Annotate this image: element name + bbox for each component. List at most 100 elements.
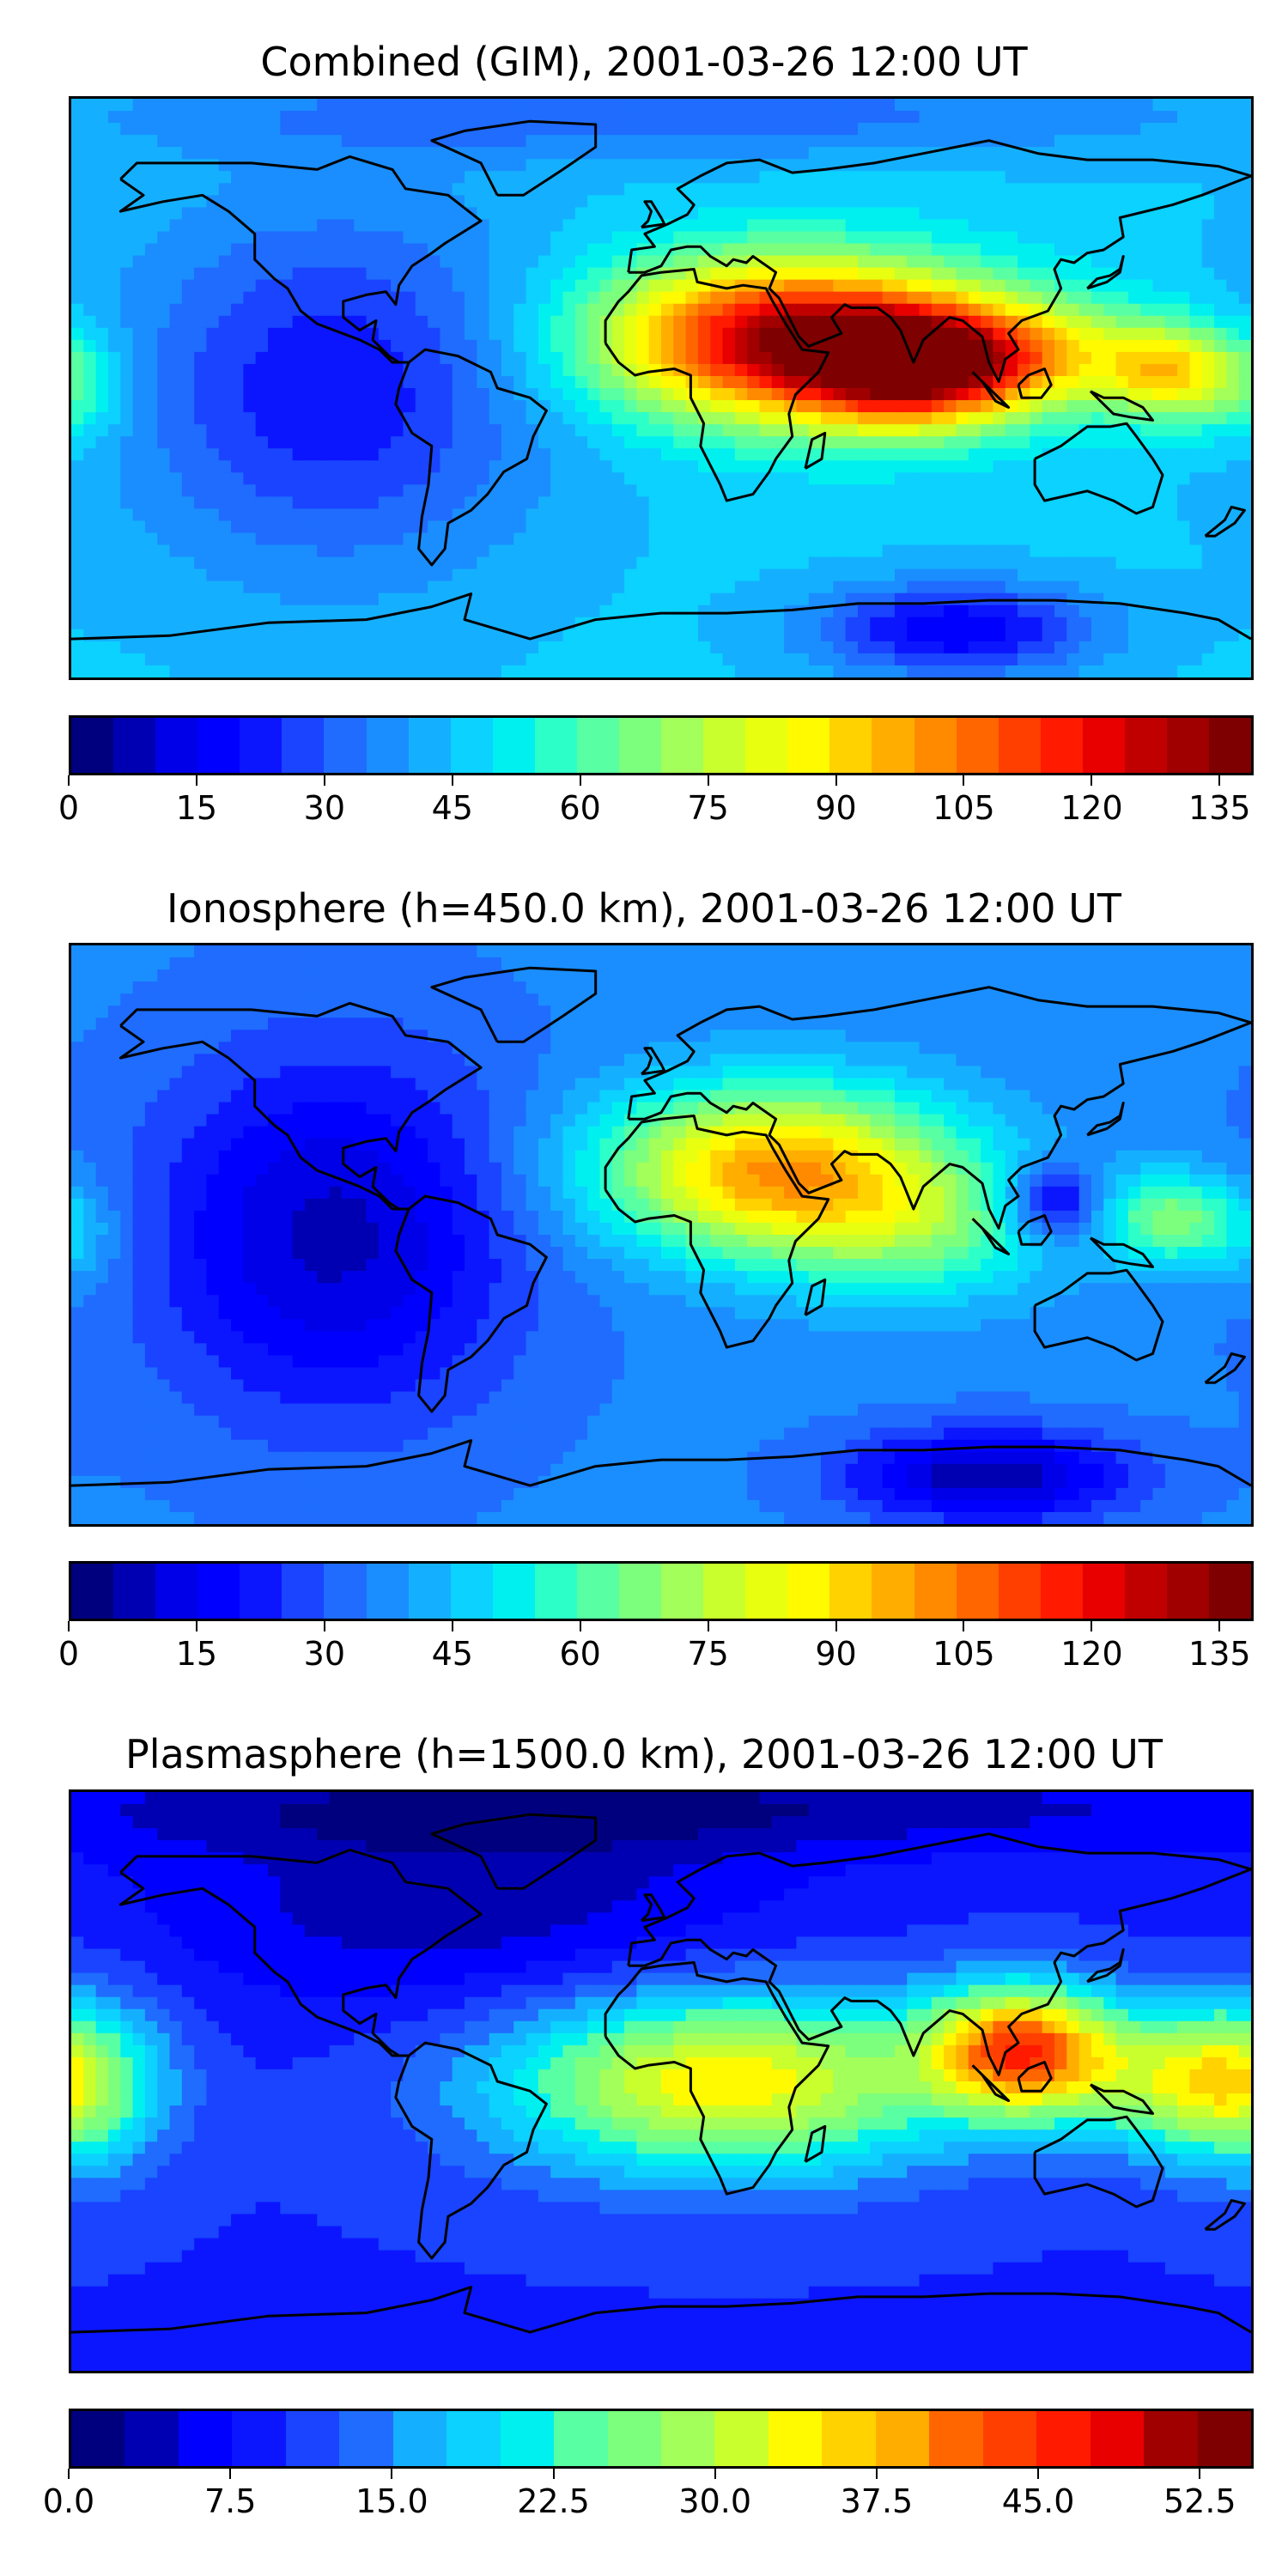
map-cell: [993, 111, 1006, 124]
map-cell: [1189, 135, 1203, 148]
map-cell: [341, 400, 355, 413]
map-cell: [574, 945, 588, 958]
map-cell: [944, 629, 957, 642]
map-cell: [1189, 351, 1203, 365]
map-cell: [206, 520, 220, 534]
map-cell: [931, 605, 945, 618]
map-cell: [931, 957, 945, 970]
map-cell: [1238, 327, 1251, 341]
map-cell: [919, 195, 933, 209]
map-cell: [747, 617, 761, 630]
map-cell: [304, 629, 319, 642]
map-cell: [1042, 400, 1055, 413]
map-cell: [648, 183, 662, 197]
map-cell: [1018, 400, 1031, 413]
map-cell: [366, 568, 380, 582]
map-cell: [944, 496, 957, 510]
map-cell: [1066, 617, 1080, 630]
map-cell: [452, 532, 465, 546]
map-cell: [710, 629, 724, 642]
map-cell: [181, 327, 195, 341]
map-cell: [1140, 159, 1154, 173]
map-cell: [574, 159, 588, 173]
map-cell: [317, 629, 331, 642]
map-cell: [317, 171, 331, 185]
map-cell: [1152, 617, 1166, 630]
map-cell: [931, 135, 945, 148]
map-cell: [366, 351, 380, 365]
map-cell: [661, 291, 675, 305]
map-cell: [562, 556, 576, 570]
map-cell: [796, 207, 810, 221]
map-cell: [71, 520, 85, 534]
map-cell: [636, 957, 650, 970]
map-cell: [858, 436, 872, 450]
map-cell: [354, 568, 368, 582]
map-cell: [734, 303, 748, 317]
map-cell: [378, 592, 392, 606]
map-cell: [354, 207, 368, 221]
map-cell: [1189, 255, 1203, 269]
map-cell: [648, 123, 662, 136]
map-cell: [611, 605, 625, 618]
map-cell: [673, 327, 687, 341]
map-cell: [1042, 605, 1055, 618]
map-cell: [1030, 653, 1043, 666]
map-cell: [845, 957, 859, 970]
map-cell: [1042, 291, 1055, 305]
map-cell: [562, 641, 576, 654]
map-cell: [833, 412, 847, 425]
map-cell: [747, 592, 761, 606]
map-cell: [513, 147, 527, 161]
map-cell: [144, 243, 158, 257]
map-cell: [1140, 665, 1154, 677]
map-cell: [83, 327, 97, 341]
map-cell: [218, 568, 232, 582]
map-cell: [317, 219, 331, 233]
map-cell: [562, 219, 576, 233]
map-cell: [1214, 472, 1228, 486]
map-cell: [1091, 412, 1105, 425]
map-cell: [821, 183, 835, 197]
map-cell: [747, 291, 761, 305]
map-cell: [280, 327, 294, 341]
map-cell: [734, 327, 748, 341]
map-cell: [341, 195, 355, 209]
map-cell: [255, 183, 269, 197]
map-cell: [1226, 665, 1240, 677]
map-cell: [734, 436, 748, 450]
map-cell: [1140, 123, 1154, 136]
map-cell: [784, 375, 798, 389]
map-cell: [107, 496, 122, 510]
map-cell: [1214, 243, 1228, 257]
map-cell: [624, 520, 638, 534]
map-cell: [317, 592, 331, 606]
map-cell: [452, 183, 465, 197]
map-cell: [341, 267, 355, 281]
map-cell: [1005, 969, 1018, 982]
map-cell: [870, 653, 884, 666]
map-cell: [648, 641, 662, 654]
map-cell: [1078, 580, 1092, 594]
map-cell: [1127, 969, 1141, 982]
colorbar-tick: [963, 775, 965, 786]
map-cell: [317, 99, 331, 112]
map-cell: [1103, 508, 1117, 522]
map-cell: [968, 363, 981, 377]
map-cell: [452, 279, 465, 293]
map-cell: [1164, 436, 1178, 450]
map-cell: [1127, 279, 1141, 293]
map-cell: [304, 327, 319, 341]
map-cell: [981, 969, 994, 982]
map-cell: [734, 147, 748, 161]
map-cell: [489, 207, 502, 221]
map-cell: [95, 641, 109, 654]
map-cell: [206, 375, 220, 389]
map-cell: [1115, 400, 1129, 413]
map-cell: [624, 436, 638, 450]
map-cell: [1078, 327, 1092, 341]
map-cell: [1127, 460, 1141, 474]
map-cell: [574, 291, 588, 305]
map-cell: [574, 243, 588, 257]
map-cell: [181, 315, 195, 329]
